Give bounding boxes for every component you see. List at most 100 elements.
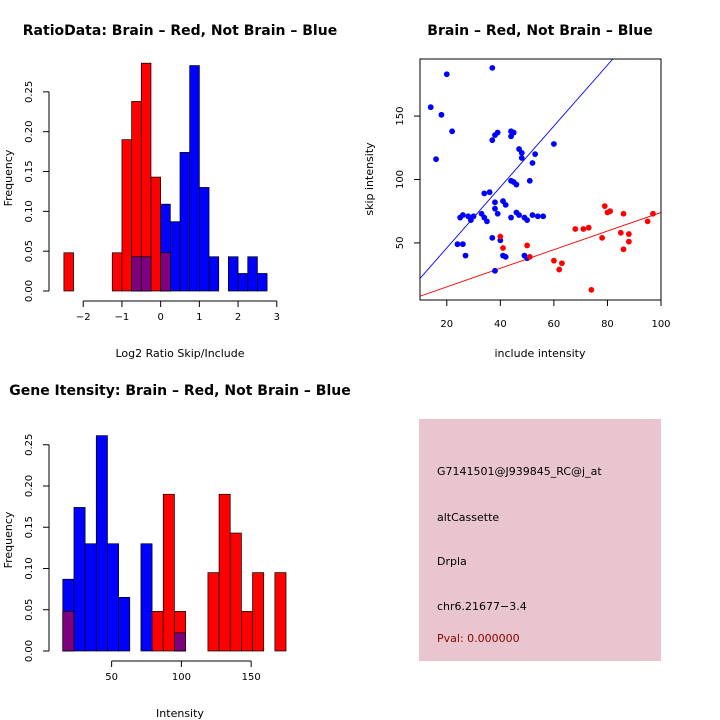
intensity-x-tick-label: 50 (105, 672, 118, 683)
ratio-bar (169, 221, 181, 292)
ratio-bar (208, 256, 220, 292)
scatter-point-blue (529, 160, 536, 166)
intensity-bar (241, 611, 253, 652)
scatter-point-blue (481, 190, 488, 197)
ratio-overlap-bar (131, 256, 142, 292)
intensity-y-tick-label: 0.10 (24, 557, 35, 579)
ratio-histogram-xlabel: Log2 Ratio Skip/Include (115, 347, 244, 360)
intensity-histogram-ylabel: Frequency (2, 511, 15, 568)
scatter-point-blue (486, 189, 493, 196)
ratio-x-tick-label: −1 (115, 312, 130, 323)
intensity-bar (274, 572, 287, 652)
ratio-histogram-bars (63, 62, 268, 292)
scatter-point-blue (534, 213, 541, 220)
scatter-point-red (572, 226, 579, 232)
scatter-point-blue (459, 241, 466, 248)
scatter-point-blue (540, 213, 547, 220)
scatter-point-blue (524, 217, 531, 223)
intensity-histogram-bars (62, 435, 287, 652)
ratio-bar (237, 273, 249, 292)
scatter-point-red (500, 245, 506, 251)
scatter-title: Brain – Red, Not Brain – Blue (427, 23, 652, 39)
scatter-y-tick-label: 100 (395, 170, 406, 189)
ratio-x-tick-label: 0 (157, 312, 163, 323)
scatter-point-red (607, 208, 614, 215)
scatter-point-red (588, 286, 595, 293)
intensity-y-tick-label: 0.15 (24, 516, 35, 538)
ratio-x-tick-label: 2 (235, 312, 241, 323)
scatter-xlabel: include intensity (494, 347, 586, 360)
scatter-axes: 20 40 60 80 100 50 100 150 (395, 58, 671, 330)
ratio-y-tick-label: 0.15 (24, 160, 35, 182)
ratio-y-tick-label: 0.05 (24, 240, 35, 262)
probe-id-text: G7141501@J939845_RC@j_at (437, 465, 602, 478)
scatter-point-blue (443, 71, 450, 78)
scatter-point-blue (518, 155, 525, 161)
scatter-point-blue (489, 64, 496, 71)
scatter-x-tick-label: 100 (651, 319, 670, 330)
scatter-plot-area (420, 59, 661, 297)
scatter-point-red (617, 229, 624, 236)
scatter-point-blue (518, 149, 525, 156)
scatter-point-red (559, 260, 565, 267)
intensity-bar (207, 572, 220, 652)
intensity-histogram-panel: Gene Itensity: Brain – Red, Not Brain – … (2, 383, 351, 720)
ratio-bar (189, 65, 200, 292)
scatter-point-red (599, 234, 605, 241)
scatter-x-tick-label: 80 (601, 319, 614, 330)
scatter-marks (420, 59, 661, 297)
scatter-point-blue (510, 129, 517, 136)
scatter-point-red (556, 266, 563, 273)
ratio-y-tick-label: 0.20 (24, 121, 35, 143)
scatter-point-red (620, 210, 627, 217)
scatter-point-red (497, 233, 504, 240)
intensity-overlap-bar (174, 632, 186, 652)
intensity-histogram-axes: 50 100 150 0.00 0.05 0.10 0.15 0.20 0.25 (24, 434, 261, 683)
ratio-histogram-title: RatioData: Brain – Red, Not Brain – Blue (23, 23, 337, 39)
scatter-x-tick-label: 20 (440, 319, 453, 330)
scatter-fit-line-blue (420, 59, 614, 279)
event-type-text: altCassette (437, 511, 499, 524)
intensity-bar (252, 572, 265, 652)
intensity-bar (118, 597, 131, 652)
intensity-histogram-xlabel: Intensity (156, 707, 204, 720)
intensity-bar (95, 435, 108, 652)
intensity-y-tick-label: 0.05 (24, 599, 35, 621)
pval-text: Pval: 0.000000 (437, 632, 520, 645)
scatter-point-blue (438, 111, 445, 118)
scatter-fit-line-red (420, 212, 661, 297)
ratio-y-tick-label: 0.10 (24, 200, 35, 222)
location-text: chr6.21677−3.4 (437, 600, 527, 613)
ratio-x-tick-label: 1 (196, 312, 202, 323)
ratio-bar (257, 273, 268, 292)
scatter-point-blue (516, 212, 522, 218)
scatter-y-tick-label: 50 (395, 237, 406, 250)
ratio-bar (121, 139, 132, 292)
scatter-point-blue (459, 212, 466, 218)
intensity-x-tick-label: 150 (242, 672, 261, 683)
scatter-point-blue (502, 253, 509, 260)
intensity-bar (162, 493, 175, 652)
scatter-point-blue (492, 199, 498, 206)
scatter-point-red (601, 203, 608, 210)
scatter-point-red (585, 224, 592, 231)
intensity-bar (73, 507, 86, 652)
scatter-point-red (526, 253, 533, 260)
scatter-frame (419, 58, 662, 301)
ratio-overlap-bar (140, 256, 152, 292)
scatter-point-blue (489, 137, 496, 144)
ratio-bar (111, 252, 123, 292)
ratio-bar (150, 176, 161, 292)
intensity-bar (151, 611, 164, 652)
scatter-point-blue (449, 128, 456, 135)
ratio-x-tick-label: −2 (76, 312, 91, 323)
scatter-x-tick-label: 40 (494, 319, 507, 330)
intensity-bar (84, 543, 97, 652)
info-panel: G7141501@J939845_RC@j_at altCassette Drp… (419, 419, 661, 661)
intensity-overlap-bar (62, 611, 75, 652)
scatter-point-red (620, 246, 627, 253)
scatter-point-blue (494, 210, 501, 217)
intensity-bar (229, 532, 242, 652)
gene-name-text: Drpla (437, 555, 467, 568)
scatter-point-red (625, 231, 632, 237)
